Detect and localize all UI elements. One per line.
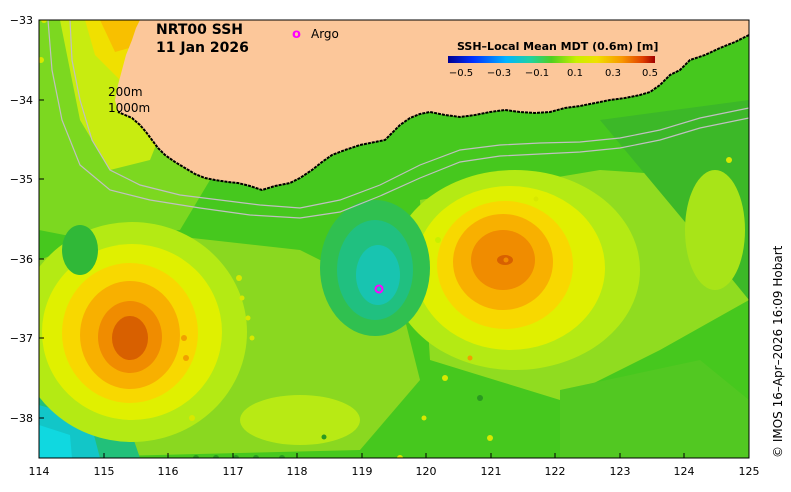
colorbar: SSH–Local Mean MDT (0.6m) [m] −0.5 −0.3 … [448,40,658,79]
warm-eddy-west [39,222,247,442]
cold-eddy [320,200,430,336]
plot-frame [38,19,750,459]
cold-patch-west [62,225,98,275]
colorbar-tick: 0.3 [605,68,621,79]
colorbar-tick: −0.5 [449,68,473,79]
x-tick-label: 123 [610,465,631,478]
warm-patch-south [240,395,360,445]
y-tick-label: −38 [10,412,33,425]
coastline [117,34,749,192]
y-tick-label: −37 [10,332,33,345]
x-tick-label: 125 [739,465,760,478]
y-tick-label: −35 [10,173,33,186]
contour-1000m-label: 1000m [108,101,150,115]
warm-eddy-east [390,170,640,370]
colorbar-gradient [448,56,655,63]
argo-legend-symbol: o [292,27,301,42]
map-title: NRT00 SSH [156,22,243,38]
colorbar-tick: 0.5 [642,68,658,79]
x-tick-label: 121 [481,465,502,478]
credit-text: © IMOS 16–Apr–2026 16:09 Hobart [771,245,785,458]
map-date: 11 Jan 2026 [156,40,249,56]
x-tick-label: 118 [287,465,308,478]
y-tick-label: −33 [10,14,33,27]
argo-float-marker [374,284,384,294]
x-tick-label: 120 [416,465,437,478]
colorbar-title: SSH–Local Mean MDT (0.6m) [m] [457,40,658,53]
contour-1000m-line [47,20,749,219]
x-tick-label: 117 [223,465,244,478]
plot-area [39,20,749,458]
x-tick-label: 119 [352,465,373,478]
x-tick-label: 124 [674,465,695,478]
argo-legend: o Argo [292,27,339,42]
x-axis: 114 115 116 117 118 119 120 121 122 123 … [29,453,760,478]
warm-patch-right [685,170,745,290]
y-tick-label: −36 [10,253,33,266]
x-tick-label: 122 [545,465,566,478]
colorbar-tick: −0.3 [487,68,511,79]
y-axis: −33 −34 −35 −36 −37 −38 [10,14,44,425]
colorbar-tick: −0.1 [525,68,549,79]
y-tick-label: −34 [10,94,33,107]
contour-200m-label: 200m [108,85,143,99]
x-tick-label: 115 [94,465,115,478]
contour-200m-line [69,20,749,209]
float-markers [39,20,732,458]
colorbar-tick: 0.1 [567,68,583,79]
argo-legend-label: Argo [311,27,339,41]
x-tick-label: 116 [158,465,179,478]
x-tick-label: 114 [29,465,50,478]
